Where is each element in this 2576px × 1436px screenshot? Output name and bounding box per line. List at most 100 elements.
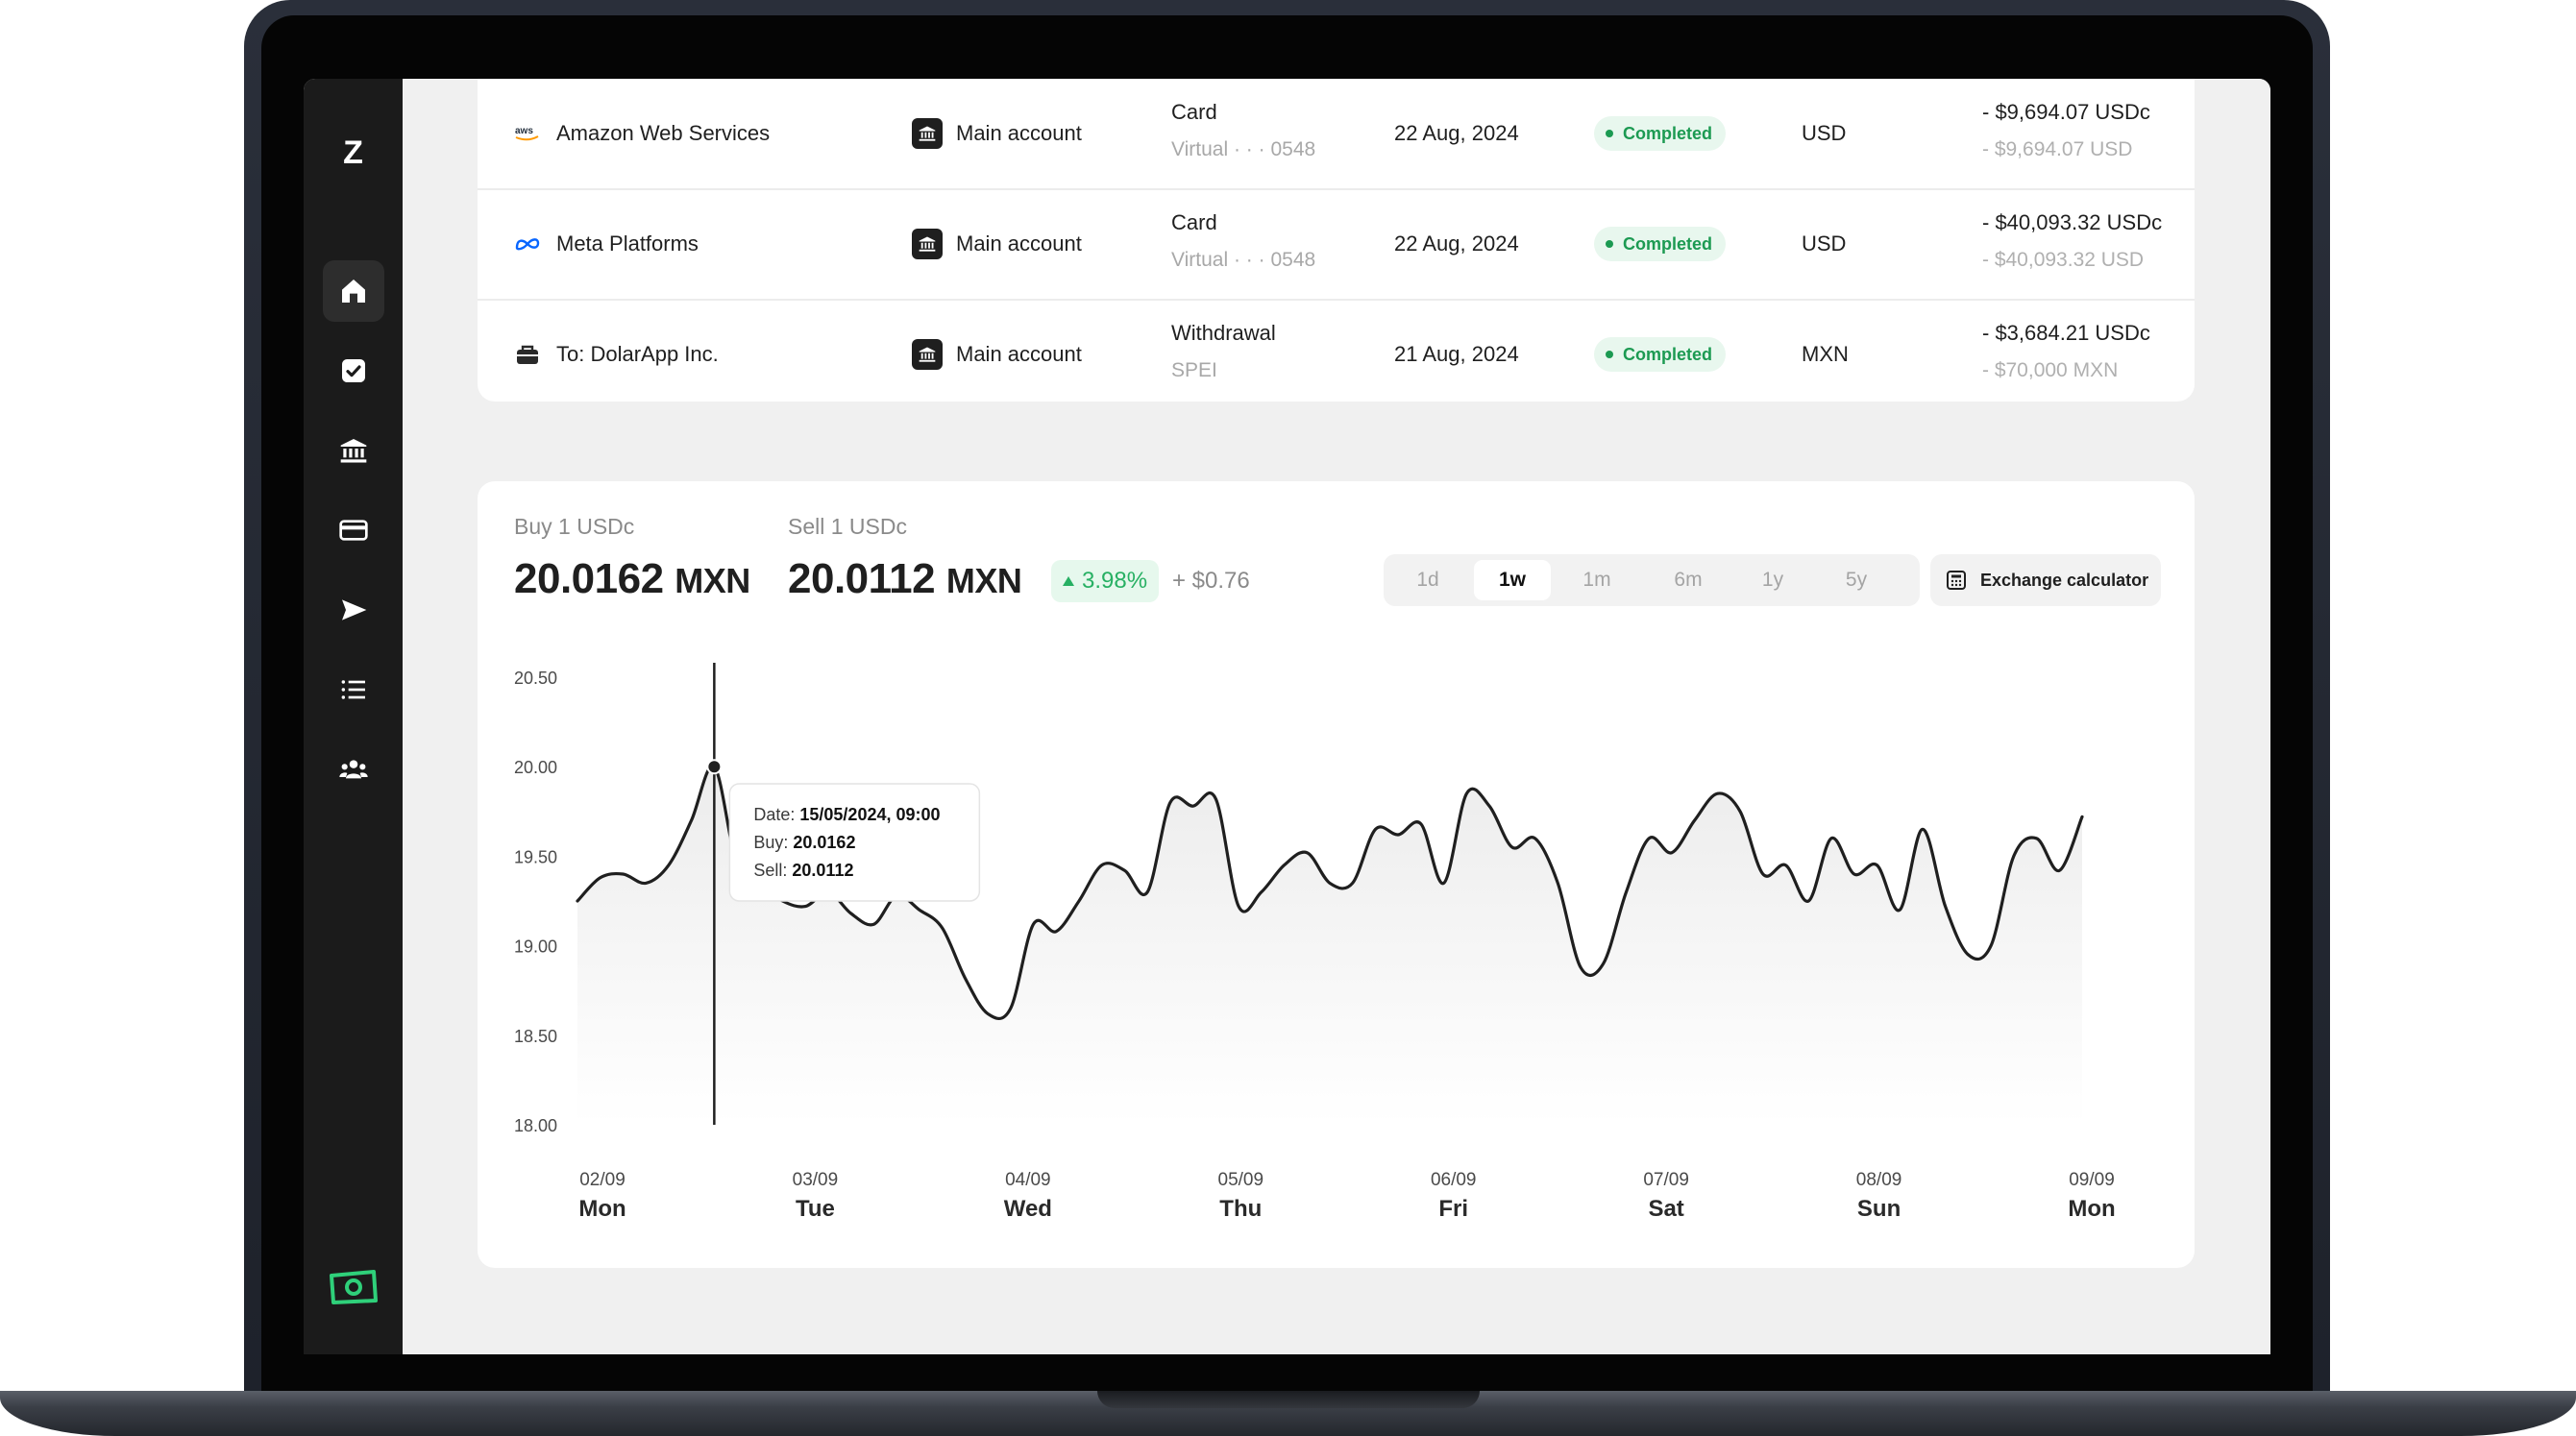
triangle-up-icon [1063,576,1074,586]
status-dot [1606,351,1613,358]
amount-local: - $9,694.07 USD [1982,138,2133,160]
y-tick-label: 18.50 [514,1027,557,1046]
table-row[interactable]: To: DolarApp Inc. Main account Withdrawa… [478,300,2195,409]
merchant-name: Amazon Web Services [556,121,771,145]
chart-area-fill [577,766,2082,1125]
range-tab-1m[interactable]: 1m [1582,569,1611,591]
range-tabs: 1d 1w 1m 6m 1y 5y [1384,554,1920,606]
status-badge: Completed [1594,116,1727,151]
range-tab-1y[interactable]: 1y [1761,569,1784,591]
nav-team[interactable] [323,739,384,800]
status-dot [1606,130,1613,137]
change-percent: 3.98% [1082,568,1148,594]
amount-usdc: - $3,684.21 USDc [1982,321,2150,345]
date-cell: 22 Aug, 2024 [1394,121,1519,145]
hover-point [706,759,723,775]
account-name: Main account [956,231,1082,256]
method-cell: Card Virtual · · · 0548 [1171,100,1315,161]
currency-cell: USD [1802,231,1847,256]
currency-cell: MXN [1802,342,1849,366]
method-type: Withdrawal [1171,321,1276,345]
bank-icon [912,339,943,370]
x-tick-date: 02/09 [579,1170,626,1190]
x-tick-date: 09/09 [2069,1170,2115,1190]
table-row[interactable]: Meta Platforms Main account Card Virtual… [478,189,2195,301]
sell-label: Sell 1 USDc [788,514,907,539]
meta-logo-icon [514,231,541,257]
range-tab-6m[interactable]: 6m [1674,569,1703,591]
app-screen: Z [304,79,2270,1354]
home-icon [342,280,365,303]
account-cell: Main account [912,79,1082,188]
sell-value-row: 20.0112 MXN [788,555,1022,603]
y-tick-label: 19.00 [514,937,557,957]
send-icon [342,599,367,621]
nav-cards[interactable] [323,499,384,561]
x-tick-day: Thu [1219,1196,1262,1222]
y-tick-label: 20.50 [514,669,557,688]
exchange-rate-chart[interactable]: 20.50 20.00 19.50 19.00 18.50 18.00 02/09 Mon 03… [478,481,2195,1268]
bank-icon [912,118,943,149]
tooltip-row: Sell: 20.0112 [753,861,853,880]
sell-value: 20.0112 [788,555,936,602]
team-icon [339,760,368,779]
x-tick-day: Wed [1004,1196,1052,1222]
merchant-cell: To: DolarApp Inc. [514,300,719,409]
nav-transactions[interactable] [323,659,384,720]
nav-tasks[interactable] [323,340,384,402]
tooltip-value: 20.0112 [792,861,853,880]
method-cell: Card Virtual · · · 0548 [1171,210,1315,272]
svg-text:aws: aws [515,126,533,136]
amount-local: - $40,093.32 USD [1982,249,2145,271]
tooltip-row: Buy: 20.0162 [753,833,855,852]
nav-send[interactable] [323,579,384,641]
amount-local: - $70,000 MXN [1982,359,2119,381]
tooltip-label: Date: [753,805,799,824]
x-tick-date: 08/09 [1856,1170,1902,1190]
exchange-rate-card: Buy 1 USDc 20.0162 MXN Sell 1 USDc 20.01… [478,481,2195,1268]
status-label: Completed [1623,123,1713,143]
x-tick-day: Sun [1857,1196,1901,1222]
nav-home[interactable] [323,260,384,322]
method-type: Card [1171,210,1217,234]
bank-icon [340,439,367,463]
sidebar-bottom-button[interactable] [327,1260,380,1314]
y-tick-label: 19.50 [514,847,557,866]
change-absolute: + $0.76 [1172,568,1250,594]
change-percent-badge: 3.98% [1051,560,1160,602]
exchange-calculator-button[interactable]: Exchange calculator [1930,554,2161,606]
x-tick-date: 05/09 [1218,1170,1264,1190]
y-tick-label: 18.00 [514,1116,557,1135]
money-icon [330,1270,378,1304]
transactions-card: aws Amazon Web Services Main account Car… [478,79,2195,402]
range-tab-1d[interactable]: 1d [1416,569,1439,591]
x-tick-date: 07/09 [1643,1170,1689,1190]
calculator-label: Exchange calculator [1980,570,2149,590]
y-tick-label: 20.00 [514,758,557,777]
bank-icon [912,229,943,259]
tooltip-label: Sell: [753,861,792,880]
account-name: Main account [956,121,1082,145]
status-dot [1606,240,1613,248]
app-logo[interactable]: Z [343,134,363,171]
amount-usdc: - $40,093.32 USDc [1982,210,2163,234]
x-tick-day: Tue [796,1196,835,1222]
list-icon [341,680,365,699]
range-tab-1w[interactable]: 1w [1474,560,1551,600]
tooltip-label: Buy: [753,833,793,852]
aws-logo-icon: aws [514,120,541,147]
method-detail: Virtual · · · 0548 [1171,249,1316,271]
table-row[interactable]: aws Amazon Web Services Main account Car… [478,79,2195,190]
range-tab-5y[interactable]: 5y [1845,569,1868,591]
method-cell: Withdrawal SPEI [1171,321,1276,382]
laptop-notch [1097,1391,1480,1408]
amount-cell: - $40,093.32 USDc - $40,093.32 USD [1982,210,2162,272]
tooltip-value: 20.0162 [793,833,855,852]
nav-bank[interactable] [323,420,384,481]
merchant-name: Meta Platforms [556,231,699,256]
tasks-icon [342,359,365,382]
x-tick-day: Mon [2068,1196,2115,1222]
account-cell: Main account [912,300,1082,409]
x-tick-date: 06/09 [1431,1170,1477,1190]
